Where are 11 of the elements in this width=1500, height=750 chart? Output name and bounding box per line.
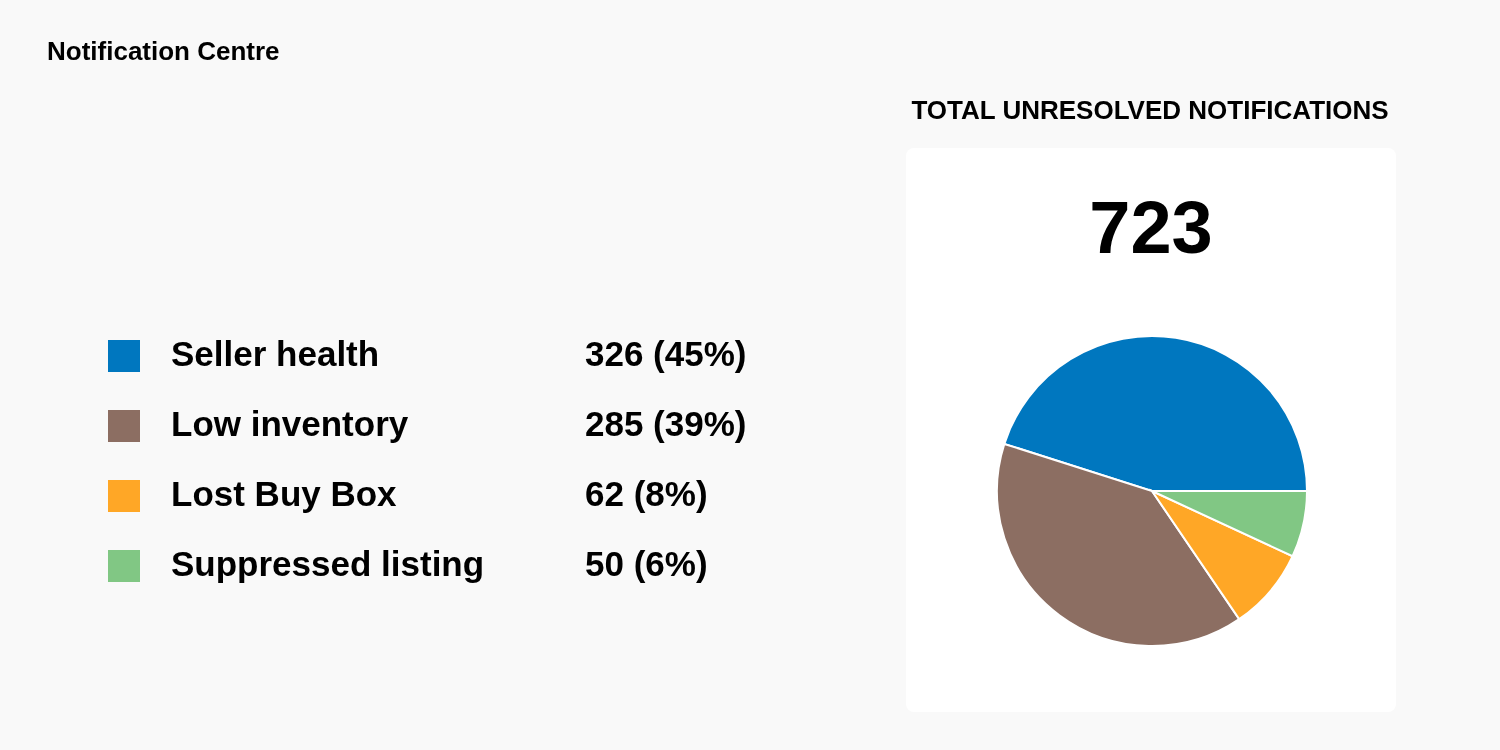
legend-label: Low inventory [171,404,409,444]
legend-label: Suppressed listing [171,544,485,584]
data-label: 285 (39%) [585,404,747,444]
data-label: 50 (6%) [585,544,708,584]
chart-title: Notification Centre [47,36,280,67]
text: 723 [1088,185,1214,270]
legend-label: Lost Buy Box [171,474,397,514]
data-label: 62 (8%) [585,474,708,514]
data-label: 326 (45%) [585,334,747,374]
legend-label: Seller health [171,334,380,374]
chart-subtitle: TOTAL UNRESOLVED NOTIFICATIONS [910,95,1390,126]
